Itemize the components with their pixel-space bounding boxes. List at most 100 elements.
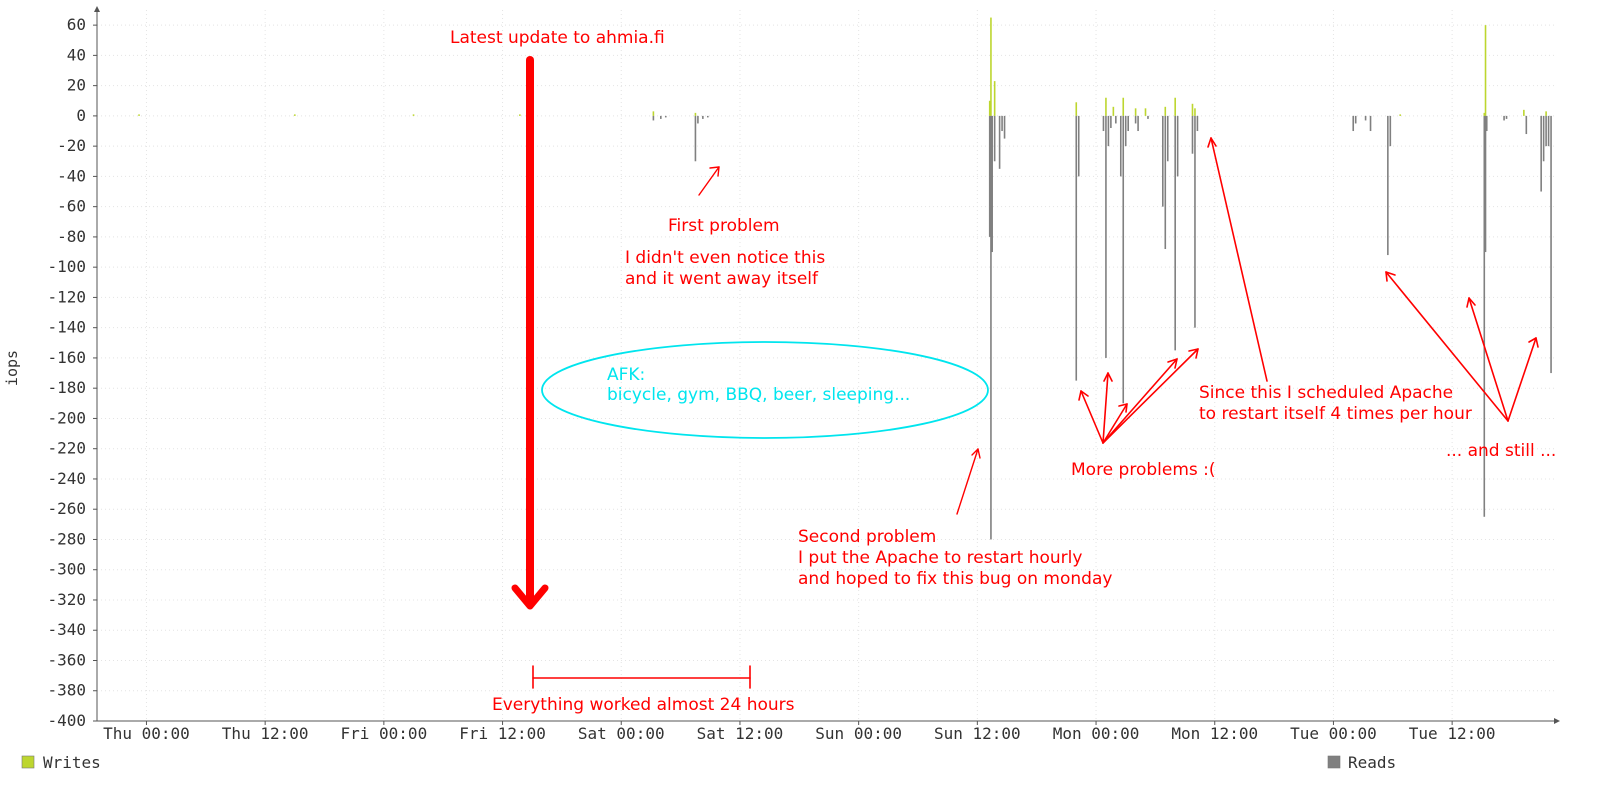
legend-reads-label: Reads (1348, 753, 1396, 772)
afk-note-line2: bicycle, gym, BBQ, beer, sleeping... (607, 385, 910, 405)
y-tick-label: 0 (76, 106, 86, 125)
update-arrow-head-icon (511, 584, 549, 610)
grid-lines (97, 10, 1556, 722)
y-tick-label: -80 (57, 227, 86, 246)
spike-writes (1483, 112, 1486, 116)
spike-reads (1196, 115, 1199, 132)
spike-reads (1164, 115, 1167, 250)
spike-writes (1545, 111, 1547, 116)
spike-reads (1003, 115, 1006, 139)
y-tick-label: -260 (47, 499, 86, 518)
x-tick-label: Sat 12:00 (697, 724, 784, 743)
spike-writes (294, 114, 296, 116)
y-tick-label: -100 (47, 257, 86, 276)
x-tick-label: Tue 12:00 (1409, 724, 1496, 743)
afk-ellipse (541, 341, 989, 439)
spike-reads (1134, 115, 1137, 124)
x-tick-label: Tue 00:00 (1290, 724, 1377, 743)
spike-reads (702, 115, 704, 119)
spike-writes (1164, 106, 1167, 116)
annotations (511, 56, 1539, 689)
annotation-texts: Latest update to ahmia.fi First problem … (450, 28, 1556, 715)
spike-reads (1077, 115, 1080, 177)
spike-writes (1075, 102, 1078, 116)
spike-writes (1399, 114, 1402, 116)
x-tick-label: Fri 00:00 (341, 724, 428, 743)
spike-reads (1525, 115, 1528, 135)
spike-reads (697, 115, 699, 124)
spike-reads (1102, 115, 1105, 132)
more-problems-note: More problems :( (1071, 460, 1216, 480)
since-this-arrow (1210, 137, 1268, 382)
spike-writes (1174, 97, 1176, 116)
spike-reads (1485, 115, 1488, 132)
spike-reads (1484, 115, 1487, 253)
y-tick-label: -200 (47, 408, 86, 427)
spike-writes (138, 114, 140, 116)
y-axis-arrow-icon (94, 6, 100, 12)
spike-reads (1107, 115, 1110, 147)
legend-writes-swatch (21, 755, 35, 769)
spike-reads (664, 115, 667, 118)
spike-reads (1542, 115, 1545, 162)
second-problem-note-line1: Second problem (798, 527, 936, 547)
spike-writes (1191, 103, 1194, 116)
y-tick-label: 40 (67, 45, 86, 64)
spike-writes (519, 114, 521, 116)
spike-reads (1503, 115, 1505, 121)
spike-reads (993, 115, 996, 162)
y-tick-label: -160 (47, 348, 86, 367)
spike-reads (1550, 115, 1552, 374)
spike-writes (1144, 108, 1147, 116)
spike-reads (1166, 115, 1169, 162)
spike-reads (1369, 115, 1372, 132)
x-tick-label: Thu 12:00 (222, 724, 309, 743)
legend: Writes Reads (21, 753, 1396, 772)
y-tick-label: -340 (47, 620, 86, 639)
x-tick-label: Sat 00:00 (578, 724, 665, 743)
spike-reads (1110, 115, 1112, 128)
spike-reads (1147, 115, 1149, 119)
spike-reads (1137, 115, 1139, 132)
y-axis-label: iops (3, 350, 21, 386)
y-tick-label: -360 (47, 650, 86, 669)
legend-writes-label: Writes (43, 753, 101, 772)
spike-writes (652, 111, 655, 116)
spike-reads (1001, 115, 1003, 132)
didnt-notice-note-line2: and it went away itself (625, 269, 819, 289)
series-area (138, 17, 1552, 540)
y-tick-label: -380 (47, 681, 86, 700)
spike-reads (1545, 115, 1547, 147)
spike-reads (1354, 115, 1357, 124)
y-tick-label: -240 (47, 469, 86, 488)
second-problem-arrow (956, 448, 979, 515)
x-tick-label: Mon 12:00 (1171, 724, 1258, 743)
spike-reads (1505, 115, 1508, 119)
second-problem-arrow-head-icon (971, 448, 981, 459)
afk-note-line1: AFK: (607, 365, 645, 385)
spike-writes (993, 81, 996, 116)
worked-24h-note: Everything worked almost 24 hours (492, 695, 795, 715)
spike-reads (1387, 115, 1389, 256)
spike-reads (1352, 115, 1355, 132)
spike-writes (1194, 108, 1196, 116)
spike-reads (1124, 115, 1127, 147)
spike-reads (998, 115, 1001, 169)
spike-writes (1484, 25, 1487, 116)
spike-reads (1194, 115, 1196, 328)
x-tick-label: Thu 00:00 (103, 724, 190, 743)
spike-writes (1112, 106, 1115, 116)
y-tick-label: -120 (47, 287, 86, 306)
since-this-note-line1: Since this I scheduled Apache (1199, 383, 1453, 403)
x-tick-label: Sun 00:00 (815, 724, 902, 743)
y-tick-label: -20 (57, 136, 86, 155)
series-reads (652, 115, 1552, 540)
spike-reads (652, 115, 655, 121)
y-tick-label: 20 (67, 76, 86, 95)
y-tick-label: -400 (47, 711, 86, 730)
spike-reads (1547, 115, 1550, 147)
spike-writes (990, 17, 992, 116)
x-axis-arrow-icon (1554, 718, 1560, 724)
y-tick-label: 60 (67, 15, 86, 34)
